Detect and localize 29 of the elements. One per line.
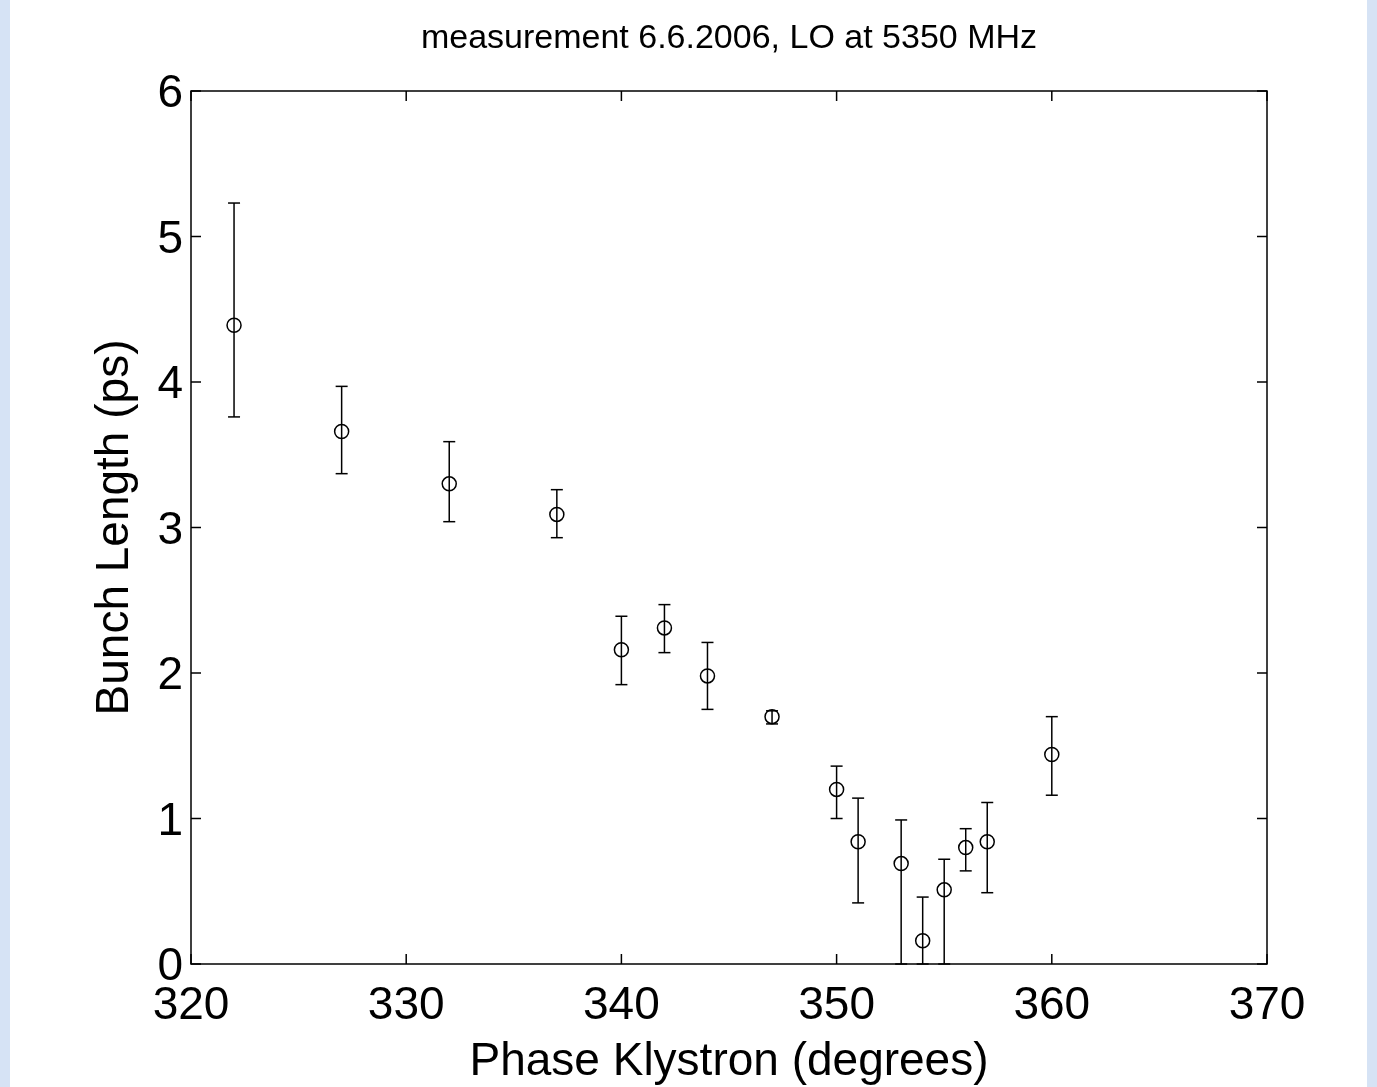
point [936, 882, 952, 898]
y-tick-label: 3 [157, 501, 183, 554]
point [441, 476, 457, 492]
point [1044, 746, 1060, 763]
point [957, 839, 974, 856]
y-tick-label: 6 [157, 65, 183, 117]
x-axis-title: Phase Klystron (degrees) [469, 1033, 989, 1085]
y-tick-label: 5 [157, 210, 183, 263]
x-tick-label: 370 [1228, 977, 1306, 1029]
x-tick-label: 350 [798, 977, 875, 1029]
point [226, 317, 242, 334]
point [549, 506, 565, 523]
point [914, 932, 931, 949]
y-axis-title: Bunch Length (ps) [86, 339, 138, 716]
point [850, 834, 866, 850]
y-tick-label: 4 [157, 356, 183, 408]
point [893, 855, 909, 872]
point [333, 423, 350, 440]
point [979, 834, 995, 850]
x-tick-label: 330 [367, 977, 445, 1029]
y-tick-label: 2 [157, 647, 183, 699]
y-tick-label: 1 [157, 792, 183, 845]
chart-title: measurement 6.6.2006, LO at 5350 MHz [420, 17, 1038, 55]
point [613, 641, 630, 658]
point [656, 620, 673, 636]
point [699, 668, 716, 684]
point [828, 781, 845, 798]
x-tick-label: 340 [583, 977, 660, 1029]
x-tick-label: 360 [1013, 977, 1091, 1029]
